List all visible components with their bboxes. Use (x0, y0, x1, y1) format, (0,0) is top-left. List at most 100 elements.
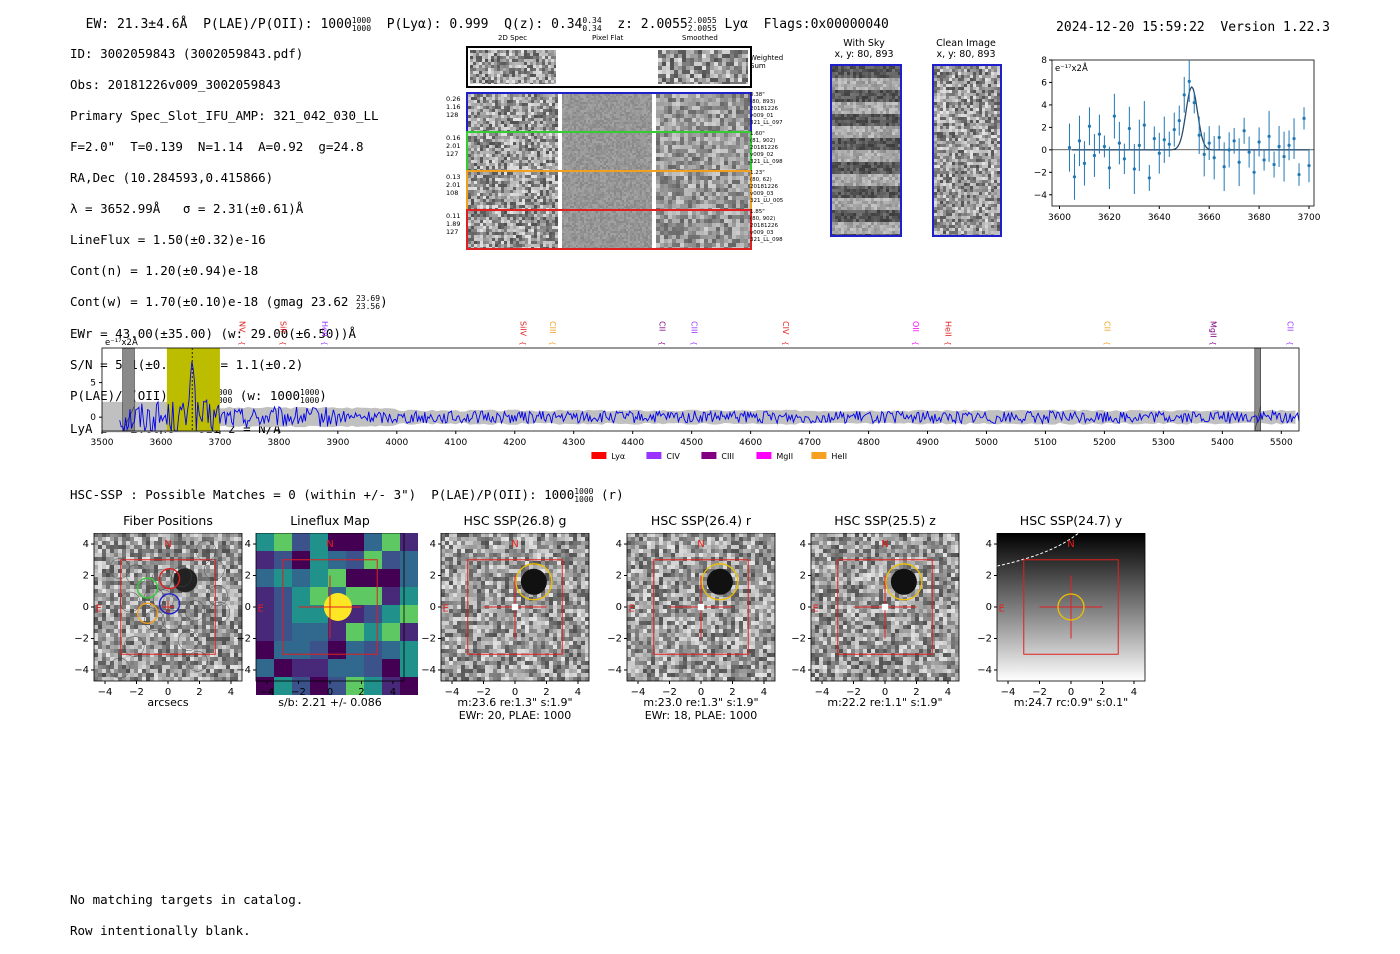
line-mark-oii: OII (911, 321, 920, 332)
zoom-data-point (1233, 139, 1236, 142)
col-header-pixelflat: Pixel Flat (592, 34, 623, 42)
caption-line: m:22.2 re:1.1" s:1.9" (791, 696, 979, 709)
zoom-data-point (1277, 145, 1280, 148)
footer-line2: Row intentionally blank. (70, 923, 303, 939)
line-mark-cii: CII (1102, 321, 1111, 331)
zoom-data-point (1188, 80, 1191, 83)
caption-line: EWr: 18, PLAE: 1000 (607, 709, 795, 722)
plya-value: P(Lyα): 0.999 (387, 17, 489, 32)
clean-image (932, 64, 1002, 237)
zoom-data-point (1238, 161, 1241, 164)
zoom-xtick-label: 3660 (1198, 213, 1221, 223)
full-xtick-label: 5500 (1270, 438, 1293, 448)
legend-swatch-2 (701, 452, 716, 459)
cutout-ytick-label: −2 (607, 633, 622, 644)
error-band (102, 402, 1296, 433)
line-mark-ciii: CIII (690, 321, 699, 334)
weighted-2dspec (470, 50, 556, 84)
full-xtick-label: 4600 (739, 438, 762, 448)
zoom-ytick-label: 8 (1041, 56, 1047, 66)
legend-label-2: CIII (721, 452, 734, 461)
line-mark-bracket: { (657, 341, 665, 345)
zoom-data-point (1213, 156, 1216, 159)
full-xtick-label: 3800 (267, 438, 290, 448)
cutout-ytick-label: 0 (800, 602, 806, 613)
info-id: ID: 3002059843 (3002059843.pdf) (70, 46, 388, 62)
cutout-caption-4: m:22.2 re:1.1" s:1.9" (791, 696, 979, 709)
zoom-data-point (1248, 150, 1251, 153)
north-label: N (326, 539, 333, 550)
zoom-data-point (1128, 127, 1131, 130)
zoom-data-point (1118, 142, 1121, 145)
line-mark-mgii: MgII (1209, 321, 1218, 338)
line-mark-bracket: { (781, 341, 789, 345)
cutout-ytick-label: 2 (83, 571, 89, 582)
zoom-data-point (1243, 129, 1246, 132)
cutout-ytick-label: 4 (430, 539, 436, 550)
cutout-ytick-label: 2 (430, 571, 436, 582)
line-mark-ciii: CIII (548, 321, 557, 334)
source-blob (521, 569, 547, 595)
weighted-sum-label: Weighted Sum (750, 54, 795, 70)
cutout-ytick-label: −4 (236, 665, 251, 676)
zoom-data-point (1153, 137, 1156, 140)
full-xtick-label: 5300 (1152, 438, 1175, 448)
caption-line: m:23.6 re:1.3" s:1.9" (421, 696, 609, 709)
spec-row-2 (466, 131, 752, 172)
cutout-ytick-label: −2 (236, 633, 251, 644)
col-header-2dspec: 2D Spec (498, 34, 527, 42)
cutout-title-3: HSC SSP(26.4) r (607, 513, 795, 528)
full-xtick-label: 5100 (1034, 438, 1057, 448)
cutout-ytick-label: 4 (245, 539, 251, 550)
cutout-ytick-label: 0 (430, 602, 436, 613)
line-mark-nv: NV (237, 321, 246, 333)
line-mark-siiv: SiIV (519, 321, 528, 337)
spec2d-panel: 2D Spec Pixel Flat Smoothed Weighted Sum… (440, 34, 790, 254)
qz-sub: 0.34 (582, 24, 601, 33)
zoom-data-point (1078, 139, 1081, 142)
north-label: N (1067, 539, 1074, 550)
zoom-data-point (1272, 163, 1275, 166)
crosshair-gap (698, 604, 704, 610)
cutout-ytick-label: −2 (977, 633, 992, 644)
line-mark-bracket: { (519, 341, 527, 345)
cutout-ytick-label: 2 (800, 571, 806, 582)
caption-line: m:23.0 re:1.3" s:1.9" (607, 696, 795, 709)
cutout-ytick-label: 0 (616, 602, 622, 613)
cutout-ytick-label: −2 (74, 633, 89, 644)
east-label: E (443, 604, 449, 615)
legend-swatch-4 (811, 452, 826, 459)
line-mark-bracket: { (320, 341, 328, 345)
with-sky-image (830, 64, 902, 237)
legend-label-3: MgII (776, 452, 793, 461)
timestamp: 2024-12-20 15:59:22 (1056, 20, 1205, 35)
version: Version 1.22.3 (1220, 20, 1330, 35)
source-blob (707, 569, 733, 595)
zoom-data-point (1143, 124, 1146, 127)
zoom-data-point (1098, 133, 1101, 136)
info-params: F=2.0" T=0.139 N=1.14 A=0.92 g=24.8 (70, 139, 388, 155)
line-mark-bracket: { (1209, 341, 1217, 345)
info-slot: Primary Spec_Slot_IFU_AMP: 321_042_030_L… (70, 108, 388, 124)
full-spectrum-plot: NV{SiII{HeII{SiIV{CIII{CII{CIII{CIV{OII{… (70, 318, 1330, 463)
zoom-data-point (1158, 152, 1161, 155)
line-mark-bracket: { (237, 341, 245, 345)
z-value: z: 2.0055 (617, 17, 687, 32)
weighted-sum-strip (466, 46, 752, 88)
zoom-data-point (1173, 128, 1176, 131)
full-xtick-label: 4500 (680, 438, 703, 448)
full-xtick-label: 5400 (1211, 438, 1234, 448)
footer-line1: No matching targets in catalog. (70, 892, 303, 908)
zoom-data-point (1203, 153, 1206, 156)
full-xtick-label: 4300 (562, 438, 585, 448)
hsc-title: HSC-SSP : Possible Matches = 0 (within +… (70, 487, 624, 504)
cutout-caption-3: m:23.0 re:1.3" s:1.9"EWr: 18, PLAE: 1000 (607, 696, 795, 722)
zoom-ytick-label: 4 (1041, 101, 1047, 111)
cutout-caption-1: s/b: 2.21 +/- 0.086 (236, 696, 424, 709)
